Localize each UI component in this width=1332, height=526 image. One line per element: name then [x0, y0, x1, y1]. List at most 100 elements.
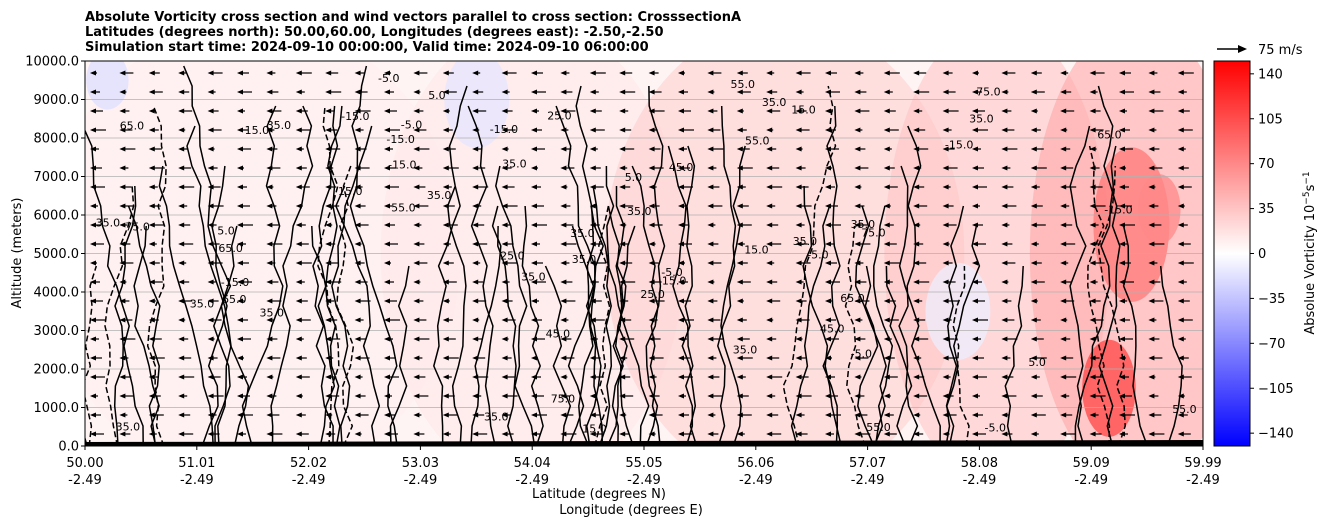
wind-vector-head: [295, 184, 302, 190]
wind-vector-head: [237, 222, 243, 228]
wind-vector-head: [619, 298, 626, 304]
wind-vector-head: [972, 184, 978, 190]
wind-vector-head: [1177, 70, 1184, 76]
wind-vector-head: [119, 241, 126, 247]
wind-vector-head: [854, 317, 861, 323]
wind-vector-head: [442, 108, 449, 114]
contour-line-negative: [782, 85, 837, 446]
wind-vector-head: [1177, 298, 1184, 304]
wind-vector-head: [854, 336, 861, 342]
wind-vector-head: [90, 355, 96, 361]
wind-vector-head: [148, 165, 155, 171]
y-tick-label: 8000.0: [34, 132, 80, 147]
contour-line: [213, 225, 238, 446]
x-tick-label-lon: -2.49: [180, 473, 214, 488]
contour-line: [945, 205, 965, 446]
wind-vector-head: [1177, 412, 1184, 418]
wind-vector-head: [119, 355, 126, 361]
chart-title-line-2: Latitudes (degrees north): 50.00,60.00, …: [85, 25, 664, 40]
wind-vector-head: [1001, 89, 1008, 95]
wind-vector-head: [413, 279, 420, 285]
contour-line: [241, 105, 284, 446]
wind-vector-head: [913, 222, 920, 228]
wind-vector-head: [619, 89, 626, 95]
y-tick-label: 7000.0: [34, 170, 80, 185]
wind-vector-head: [237, 355, 243, 361]
wind-vector-head: [501, 184, 508, 190]
wind-vector-head: [1030, 70, 1037, 76]
x-tick-label-lat: 53.03: [402, 456, 439, 471]
wind-vector-head: [1001, 298, 1008, 304]
vorticity-region: [925, 262, 991, 360]
wind-vector-head: [825, 203, 831, 209]
wind-vector-head: [1060, 412, 1067, 418]
wind-vector-head: [678, 336, 684, 342]
wind-vector-head: [619, 317, 626, 323]
wind-vector-head: [148, 412, 155, 418]
wind-vector-head: [766, 203, 773, 209]
wind-vector-head: [472, 146, 479, 152]
wind-vector-head: [825, 127, 831, 133]
wind-vector-head: [560, 317, 567, 323]
wind-vector-head: [736, 412, 743, 418]
wind-vector-head: [1089, 393, 1096, 399]
wind-vector-head: [1119, 393, 1125, 399]
wind-vector-head: [325, 184, 332, 190]
contour-line-negative: [1097, 165, 1126, 446]
wind-vector-head: [1060, 298, 1067, 304]
contour-line: [158, 165, 214, 446]
wind-vector-head: [648, 279, 655, 285]
wind-vector-head: [1001, 336, 1008, 342]
wind-vector-head: [1060, 146, 1067, 152]
wind-vector-head: [501, 222, 508, 228]
wind-vector-head: [942, 203, 949, 209]
contour-line: [85, 128, 144, 446]
wind-vector-head: [972, 412, 978, 418]
wind-vector-head: [148, 108, 155, 114]
wind-vector-head: [119, 393, 126, 399]
wind-vector-head: [1030, 279, 1037, 285]
wind-vector-head: [413, 89, 420, 95]
wind-vector-head: [942, 146, 949, 152]
wind-vector-head: [766, 70, 773, 76]
wind-vector-head: [854, 184, 861, 190]
wind-vector-head: [766, 317, 773, 323]
contour-label: 15.0: [338, 185, 363, 198]
x-tick-label-lat: 58.08: [961, 456, 998, 471]
contour-line: [854, 205, 887, 446]
wind-vector-head: [589, 355, 596, 361]
wind-vector-head: [148, 89, 155, 95]
wind-vector-head: [707, 108, 714, 114]
wind-vector-head: [560, 355, 567, 361]
wind-vector-head: [972, 260, 978, 266]
wind-vector-head: [1148, 355, 1155, 361]
wind-vector-head: [384, 260, 390, 266]
wind-vector-head: [736, 165, 743, 171]
wind-vector-head: [795, 184, 802, 190]
wind-vector-head: [472, 298, 479, 304]
wind-vector-head: [266, 260, 273, 266]
wind-vector-head: [972, 203, 978, 209]
wind-vector-head: [295, 241, 302, 247]
wind-vector-head: [560, 89, 567, 95]
wind-vector-head: [207, 279, 214, 285]
wind-vector-head: [678, 431, 684, 437]
wind-vector-head: [442, 317, 449, 323]
wind-vector-head: [942, 108, 949, 114]
wind-vector-head: [1119, 279, 1125, 285]
wind-vector-head: [560, 241, 567, 247]
colorbar-tick-label: −140: [1258, 427, 1294, 442]
wind-vector-head: [913, 412, 920, 418]
wind-vector-head: [560, 108, 567, 114]
contour-label: 35.0: [627, 205, 652, 218]
wind-vector-head: [413, 222, 420, 228]
contour-line: [270, 105, 314, 446]
contour-label: 5.0: [1028, 356, 1046, 369]
y-tick-label: 6000.0: [34, 209, 80, 224]
wind-vector-head: [325, 431, 332, 437]
contour-label: -5.0: [378, 72, 399, 85]
wind-vector-head: [501, 70, 508, 76]
wind-vector-head: [1148, 222, 1155, 228]
wind-vector-head: [648, 260, 655, 266]
wind-vector-head: [1177, 355, 1184, 361]
